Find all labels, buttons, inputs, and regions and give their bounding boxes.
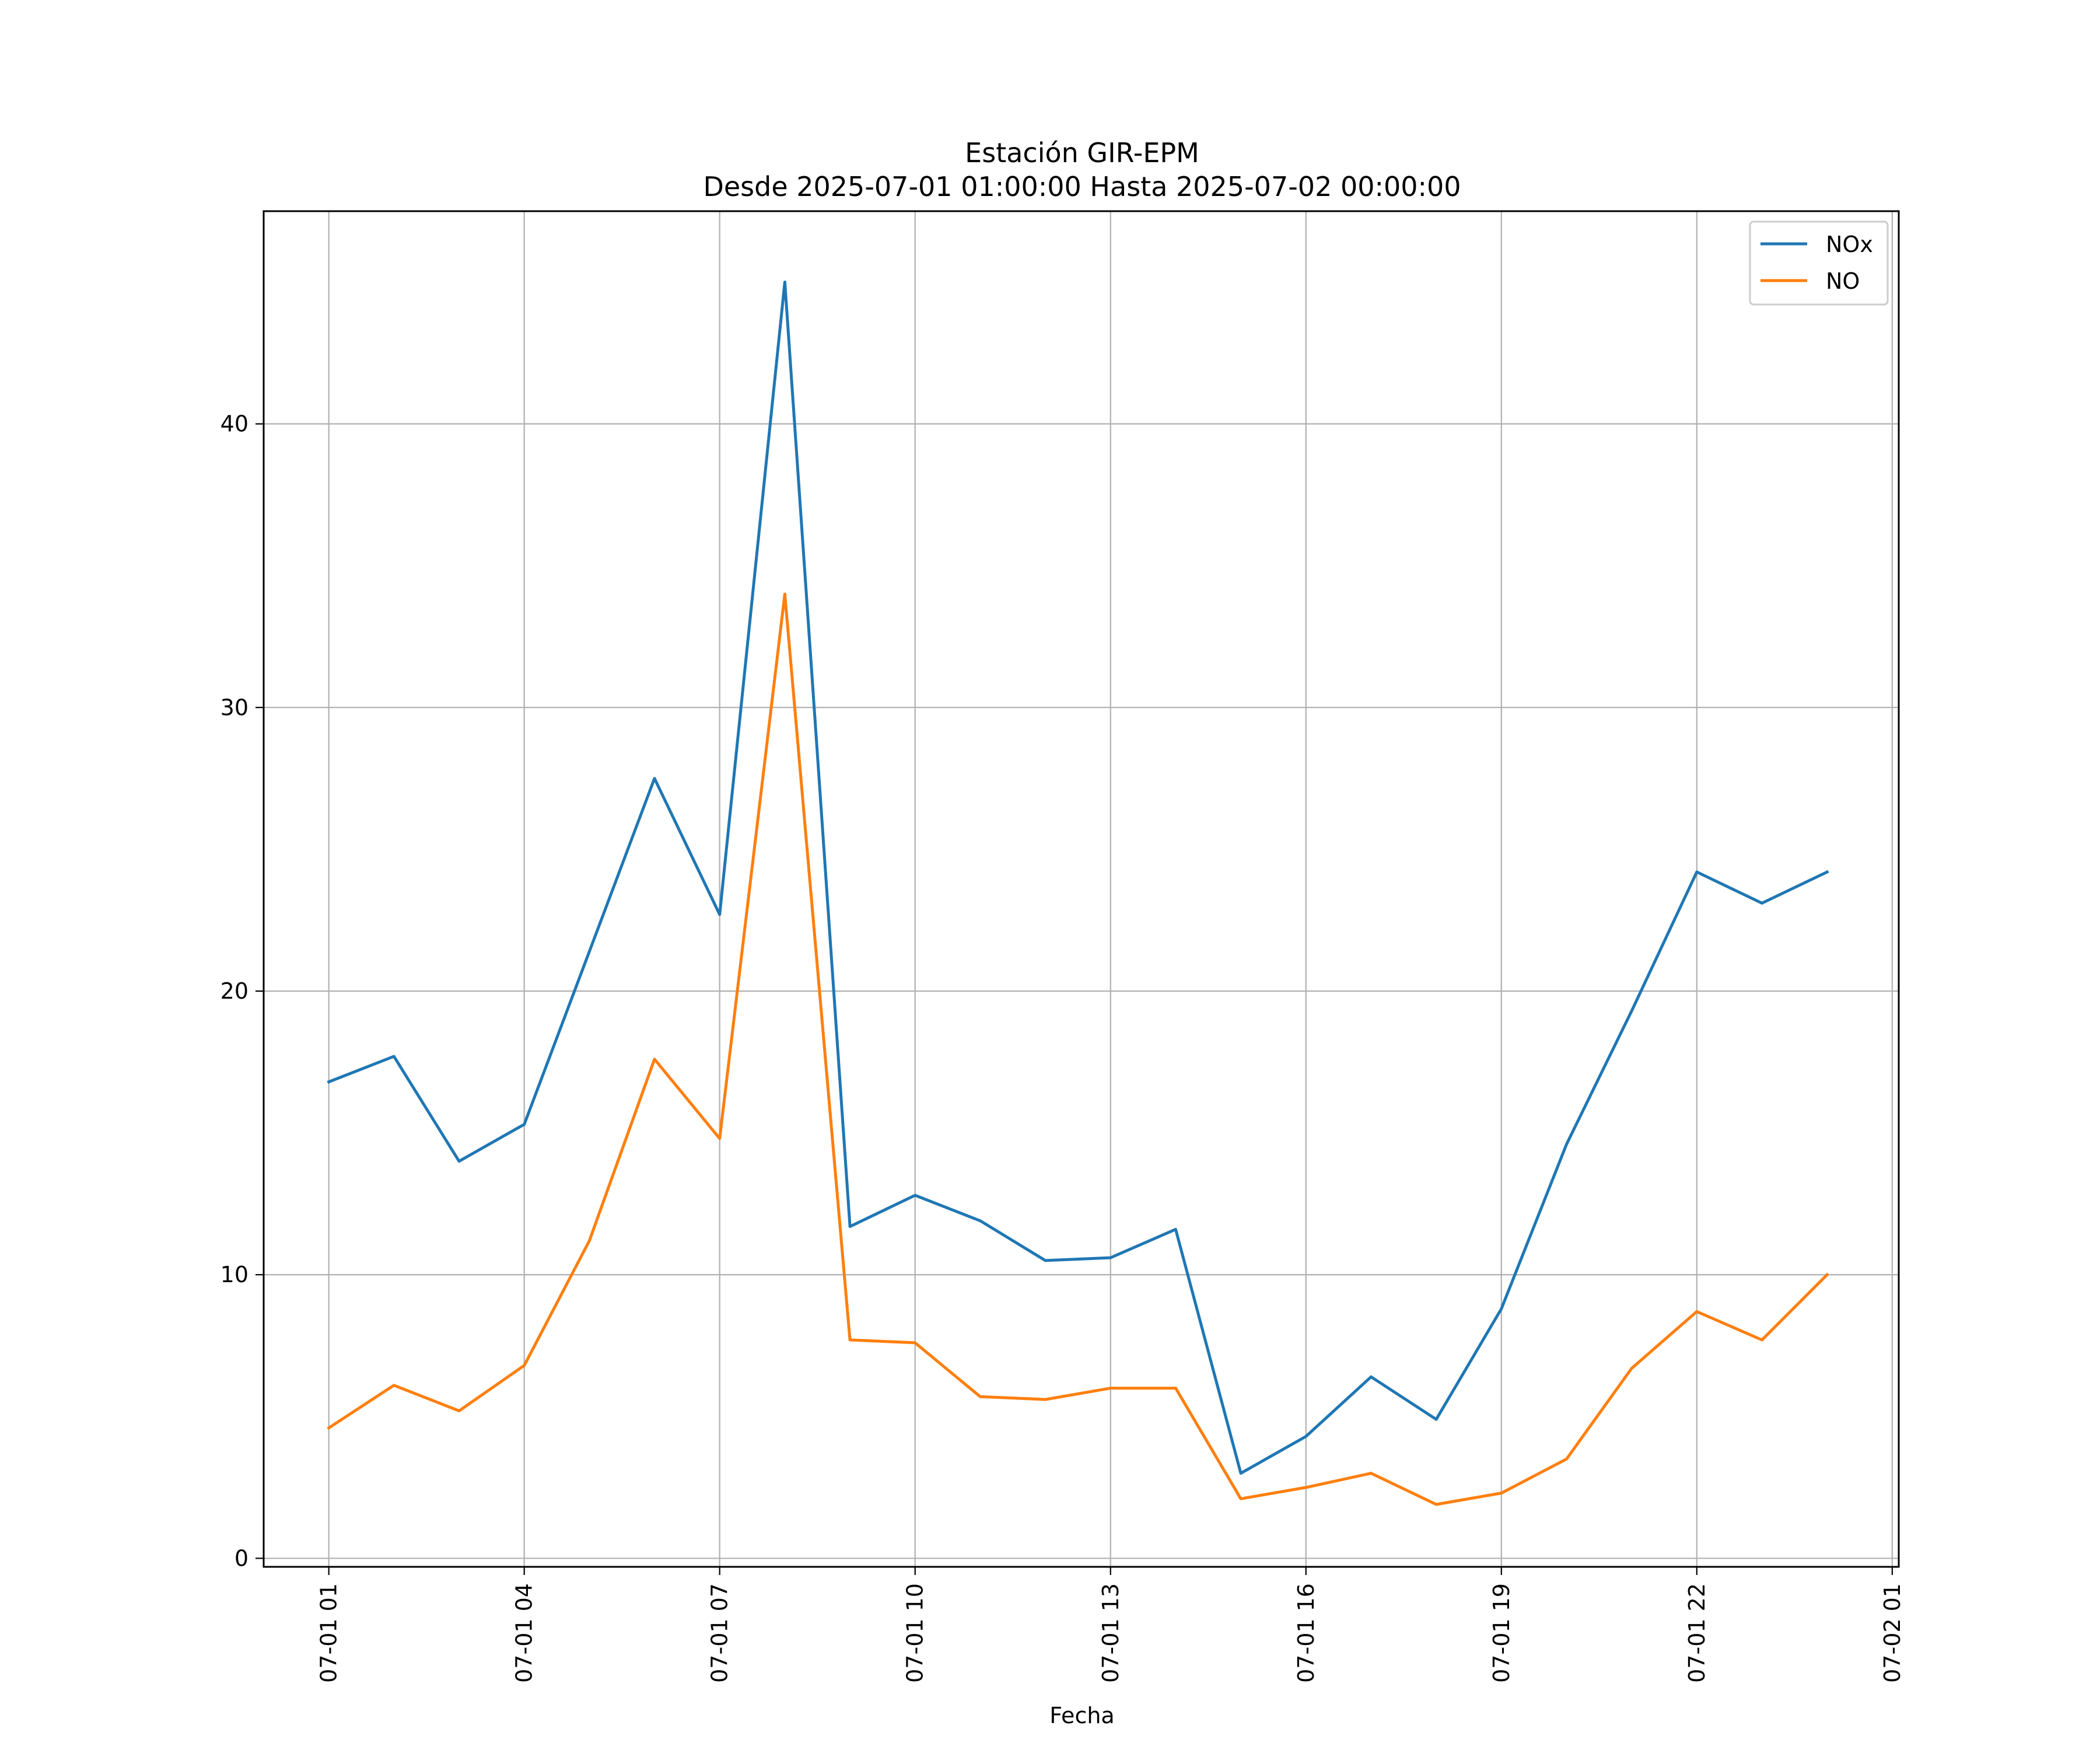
x-tick-label: 07-02 01 <box>1880 1583 1905 1683</box>
x-axis-ticks: 07-01 01 07-01 04 07-01 07 07-01 10 07-01 13… <box>316 1567 1905 1683</box>
x-tick-label: 07-01 04 <box>512 1583 537 1683</box>
x-tick-label: 07-01 16 <box>1293 1583 1319 1683</box>
y-tick-label: 0 <box>235 1545 249 1571</box>
series-line-no <box>327 592 1829 1506</box>
plot-frame <box>262 210 1900 1568</box>
x-axis-label: Fecha <box>1049 1703 1114 1728</box>
x-tick-label: 07-01 19 <box>1489 1583 1514 1683</box>
y-tick-label: 30 <box>220 695 249 720</box>
x-tick-label: 07-01 22 <box>1684 1583 1710 1683</box>
grid-lines <box>264 211 1899 1567</box>
legend-label-no: NO <box>1826 268 1860 294</box>
legend-label-nox: NOx <box>1826 232 1873 257</box>
x-tick-label: 07-01 13 <box>1098 1583 1124 1683</box>
x-tick-label: 07-01 10 <box>902 1583 928 1683</box>
chart-title: Estación GIR-EPM <box>965 137 1199 169</box>
x-tick-label: 07-01 01 <box>316 1583 342 1683</box>
chart-subtitle: Desde 2025-07-01 01:00:00 Hasta 2025-07-… <box>703 171 1461 202</box>
x-tick-label: 07-01 07 <box>707 1583 733 1683</box>
series-line-nox <box>327 281 1829 1475</box>
y-tick-label: 20 <box>220 978 249 1004</box>
series-lines <box>327 281 1829 1506</box>
y-tick-label: 10 <box>220 1262 249 1287</box>
legend: NOx NO <box>1749 220 1889 306</box>
y-axis-ticks: 0 10 20 30 40 <box>220 411 264 1571</box>
y-tick-label: 40 <box>220 411 249 437</box>
